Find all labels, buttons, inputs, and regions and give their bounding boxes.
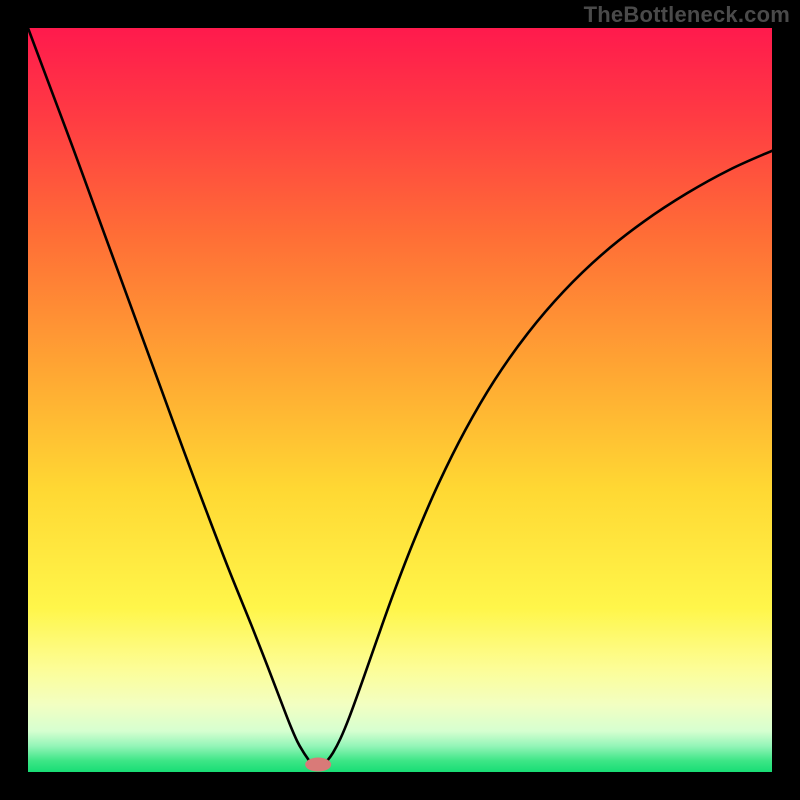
watermark-text: TheBottleneck.com [584,2,790,28]
chart-svg [0,0,800,800]
plot-background [28,28,772,772]
bottleneck-chart: TheBottleneck.com [0,0,800,800]
optimal-point-marker [305,758,331,772]
